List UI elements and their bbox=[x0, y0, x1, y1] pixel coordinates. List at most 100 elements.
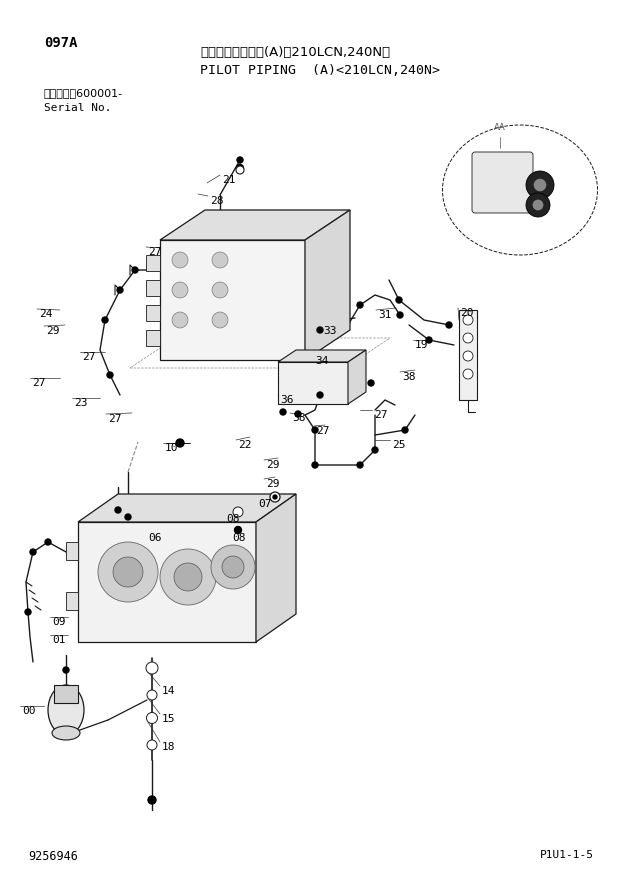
Text: P1U1-1-5: P1U1-1-5 bbox=[540, 850, 594, 860]
Polygon shape bbox=[278, 350, 366, 362]
Text: 20: 20 bbox=[460, 308, 474, 318]
Bar bbox=[146, 330, 160, 346]
Circle shape bbox=[446, 322, 452, 328]
Text: 36: 36 bbox=[280, 395, 293, 405]
Bar bbox=[146, 280, 160, 296]
Circle shape bbox=[235, 509, 241, 515]
Text: 38: 38 bbox=[402, 372, 415, 382]
Circle shape bbox=[25, 609, 31, 615]
Circle shape bbox=[463, 351, 473, 361]
Bar bbox=[54, 685, 78, 703]
Text: 29: 29 bbox=[266, 479, 280, 489]
Circle shape bbox=[270, 492, 280, 502]
Circle shape bbox=[280, 409, 286, 415]
Circle shape bbox=[117, 287, 123, 293]
Circle shape bbox=[233, 507, 243, 517]
Circle shape bbox=[396, 297, 402, 303]
Circle shape bbox=[212, 252, 228, 268]
Circle shape bbox=[317, 392, 323, 398]
Circle shape bbox=[174, 563, 202, 591]
Circle shape bbox=[30, 549, 36, 555]
Text: 27: 27 bbox=[32, 378, 45, 388]
Text: 07: 07 bbox=[258, 499, 272, 509]
Circle shape bbox=[463, 369, 473, 379]
Circle shape bbox=[402, 427, 408, 433]
Text: 14: 14 bbox=[162, 686, 175, 696]
Text: 21: 21 bbox=[222, 175, 236, 185]
Circle shape bbox=[146, 712, 157, 724]
Circle shape bbox=[357, 302, 363, 308]
Bar bbox=[459, 310, 477, 400]
Circle shape bbox=[312, 427, 318, 433]
Circle shape bbox=[146, 662, 158, 674]
Polygon shape bbox=[348, 350, 366, 404]
Text: 27: 27 bbox=[108, 414, 122, 424]
Text: 29: 29 bbox=[266, 460, 280, 470]
Circle shape bbox=[102, 317, 108, 323]
Circle shape bbox=[526, 171, 554, 199]
Circle shape bbox=[63, 667, 69, 673]
Circle shape bbox=[533, 200, 543, 210]
Text: AA: AA bbox=[494, 123, 506, 132]
Bar bbox=[66, 592, 78, 610]
Text: 22: 22 bbox=[238, 440, 252, 450]
Text: 10: 10 bbox=[165, 443, 179, 453]
FancyBboxPatch shape bbox=[472, 152, 533, 213]
Text: 38: 38 bbox=[292, 413, 306, 423]
Circle shape bbox=[234, 526, 242, 533]
Bar bbox=[146, 305, 160, 321]
Text: 24: 24 bbox=[39, 309, 53, 319]
Text: 27: 27 bbox=[82, 352, 95, 362]
Text: 23: 23 bbox=[74, 398, 87, 408]
Circle shape bbox=[236, 166, 244, 174]
Bar bbox=[146, 255, 160, 271]
Circle shape bbox=[125, 514, 131, 520]
Circle shape bbox=[107, 372, 113, 378]
Circle shape bbox=[212, 282, 228, 298]
Circle shape bbox=[211, 545, 255, 589]
Circle shape bbox=[397, 312, 403, 318]
Text: 9256946: 9256946 bbox=[28, 850, 78, 863]
Circle shape bbox=[236, 165, 244, 172]
Circle shape bbox=[132, 267, 138, 273]
Text: 33: 33 bbox=[323, 326, 337, 336]
Text: 06: 06 bbox=[148, 533, 161, 543]
Bar bbox=[160, 240, 305, 360]
Circle shape bbox=[372, 447, 378, 453]
Text: 31: 31 bbox=[378, 310, 391, 320]
Circle shape bbox=[222, 556, 244, 578]
Text: 18: 18 bbox=[162, 742, 175, 752]
Polygon shape bbox=[160, 210, 350, 240]
Circle shape bbox=[312, 462, 318, 468]
Circle shape bbox=[317, 327, 323, 333]
Polygon shape bbox=[78, 494, 296, 522]
Circle shape bbox=[368, 380, 374, 386]
Text: 27: 27 bbox=[316, 426, 329, 436]
Circle shape bbox=[160, 549, 216, 605]
Polygon shape bbox=[256, 494, 296, 642]
Bar bbox=[278, 362, 348, 404]
Text: 19: 19 bbox=[415, 340, 428, 350]
Circle shape bbox=[172, 282, 188, 298]
Circle shape bbox=[273, 495, 277, 499]
Text: 適用号機　600001-: 適用号機 600001- bbox=[44, 88, 123, 98]
Bar bbox=[78, 522, 256, 642]
Polygon shape bbox=[305, 210, 350, 360]
Text: PILOT PIPING  (A)<210LCN,240N>: PILOT PIPING (A)<210LCN,240N> bbox=[200, 64, 440, 77]
Text: 34: 34 bbox=[315, 356, 329, 366]
Circle shape bbox=[45, 539, 51, 545]
Circle shape bbox=[147, 740, 157, 750]
Text: 27: 27 bbox=[374, 410, 388, 420]
Circle shape bbox=[149, 692, 155, 698]
Text: 28: 28 bbox=[210, 196, 223, 206]
Circle shape bbox=[426, 337, 432, 343]
Circle shape bbox=[113, 557, 143, 587]
Bar bbox=[66, 542, 78, 560]
Text: 08: 08 bbox=[226, 514, 239, 524]
Circle shape bbox=[237, 167, 243, 173]
Circle shape bbox=[148, 664, 156, 672]
Circle shape bbox=[149, 715, 156, 722]
Circle shape bbox=[295, 411, 301, 417]
Text: 09: 09 bbox=[52, 617, 66, 627]
Ellipse shape bbox=[48, 685, 84, 735]
